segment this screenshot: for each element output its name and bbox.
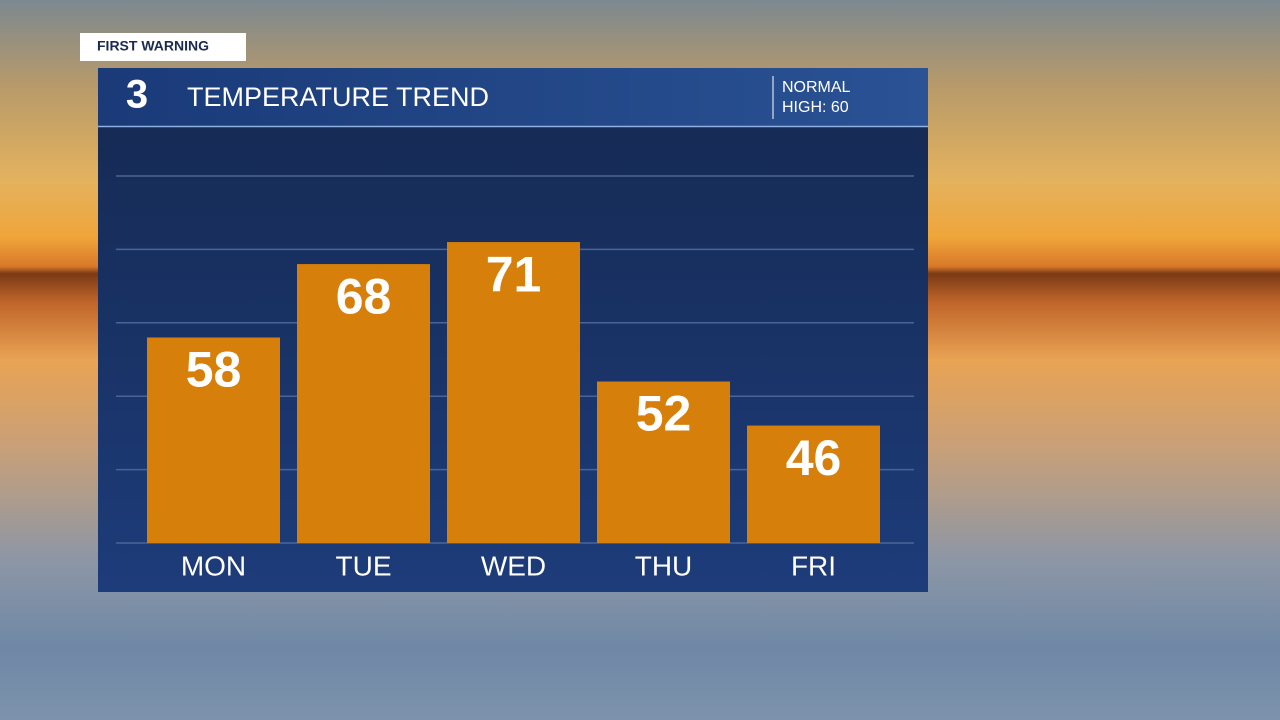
tag: FIRST WARNING	[97, 38, 209, 54]
bar	[147, 337, 280, 543]
value-label: 68	[336, 268, 392, 324]
chart-title: TEMPERATURE TREND	[187, 82, 489, 112]
normal-value: HIGH: 60	[782, 99, 849, 116]
bar	[447, 242, 580, 543]
logo: 3	[126, 73, 148, 117]
header	[98, 68, 928, 126]
x-tick-label: WED	[481, 550, 546, 581]
x-tick-label: TUE	[336, 550, 392, 581]
x-tick-label: FRI	[791, 550, 836, 581]
tag-box	[80, 33, 246, 61]
bar	[297, 264, 430, 543]
value-label: 71	[486, 246, 542, 302]
x-tick-label: THU	[635, 550, 693, 581]
bar	[747, 425, 880, 543]
bar	[597, 381, 730, 543]
normal-label: NORMAL	[782, 79, 851, 96]
x-tick-label: MON	[181, 550, 246, 581]
value-label: 52	[636, 386, 692, 442]
value-label: 46	[786, 430, 842, 486]
value-label: 58	[186, 342, 242, 398]
